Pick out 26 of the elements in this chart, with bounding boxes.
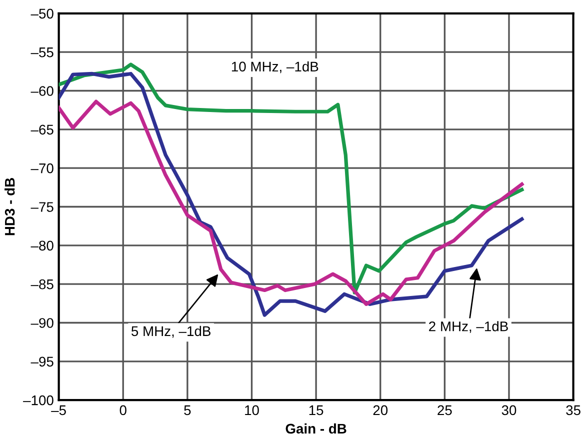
annotation: 10 MHz, –1dB: [232, 61, 318, 74]
y-axis-title: HD3 - dB: [4, 178, 15, 236]
x-tick-label: 35: [566, 405, 580, 416]
x-tick-label: –5: [51, 405, 66, 416]
x-axis-title: Gain - dB: [286, 423, 346, 434]
y-tick-label: –70: [30, 163, 54, 174]
y-tick-label: –100: [23, 395, 54, 406]
y-tick-label: –85: [30, 279, 54, 290]
y-tick-label: –50: [30, 8, 54, 19]
y-tick-label: –90: [30, 318, 54, 328]
x-tick-label: 30: [502, 405, 516, 416]
annotation: 2 MHz, –1dB: [429, 321, 508, 333]
x-tick-label: 0: [120, 405, 126, 416]
x-tick-label: 15: [309, 405, 324, 416]
annotation: 5 MHz, –1dB: [131, 326, 210, 338]
y-tick-label: –75: [30, 202, 54, 212]
x-tick-label: 5: [184, 405, 191, 416]
line-series: [58, 100, 524, 306]
y-tick-label: –65: [30, 124, 54, 135]
x-tick-label: 25: [438, 405, 452, 416]
x-tick-label: 20: [373, 405, 388, 416]
y-tick-label: –80: [30, 240, 54, 251]
x-tick-label: 10: [245, 405, 259, 416]
y-tick-label: –60: [30, 86, 54, 96]
y-tick-label: –55: [30, 48, 54, 58]
y-tick-label: –95: [30, 356, 54, 367]
